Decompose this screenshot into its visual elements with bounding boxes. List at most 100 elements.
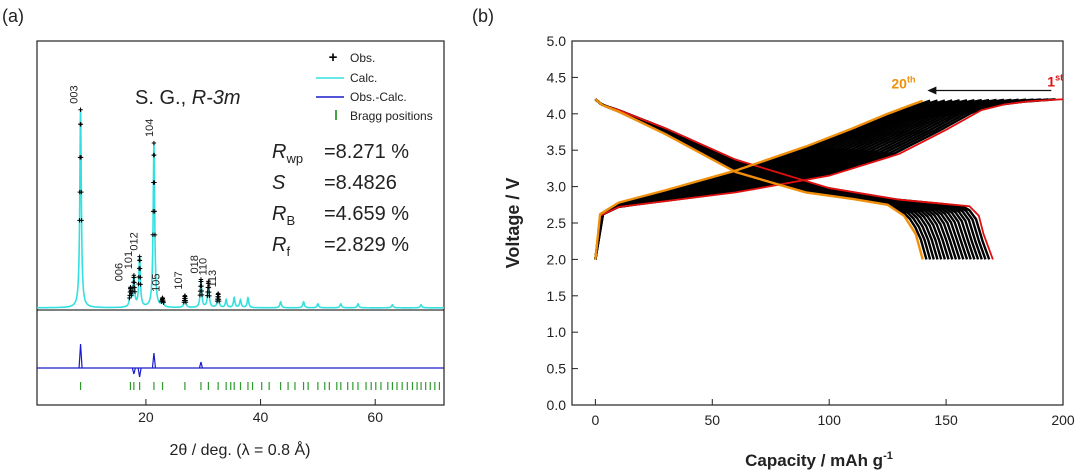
stat-s: S =8.4826 xyxy=(272,172,397,194)
y-tick-label: 5.0 xyxy=(547,33,567,49)
obs-point xyxy=(132,280,137,285)
panel-a-x-ticks: 20 40 60 xyxy=(138,399,383,425)
obs-point xyxy=(132,289,138,294)
cycle-curves xyxy=(594,98,1064,260)
obs-point xyxy=(78,122,84,127)
y-tick-label: 3.5 xyxy=(547,142,567,158)
last-cycle-charge xyxy=(594,99,924,260)
obs-point xyxy=(199,283,204,289)
stat-rb: RB =4.659 % xyxy=(272,203,409,228)
obs-point xyxy=(152,209,157,214)
legend-obs-label: Obs. xyxy=(350,51,375,65)
legend-diff-label: Obs.-Calc. xyxy=(350,90,407,104)
obs-point xyxy=(129,293,134,298)
obs-point xyxy=(206,285,212,290)
y-tick-label: 2.5 xyxy=(547,215,567,231)
x-tick-label: 40 xyxy=(253,409,269,425)
obs-point xyxy=(151,140,157,146)
panel-b-label: (b) xyxy=(472,6,494,26)
cycle-charge-curve xyxy=(594,98,1056,260)
obs-point xyxy=(78,107,83,112)
label-20th: 20th xyxy=(891,75,915,92)
y-tick-label: 4.0 xyxy=(547,106,567,122)
y-tick-label: 4.5 xyxy=(547,69,567,85)
obs-point xyxy=(131,275,137,280)
panel-b-ylabel: Voltage / V xyxy=(503,178,523,269)
obs-point xyxy=(137,266,143,271)
obs-point xyxy=(78,155,84,160)
panel-b-frame xyxy=(571,40,1064,406)
space-group-value: R-3m xyxy=(192,87,241,109)
bragg-ticks xyxy=(79,382,441,390)
cycle-charge-curve xyxy=(594,98,1034,260)
x-tick-label: 20 xyxy=(138,409,154,425)
x-tick-label: 100 xyxy=(818,412,842,428)
legend-bragg-label: Bragg positions xyxy=(350,109,433,123)
hkl-label: 105 xyxy=(151,273,163,291)
obs-point xyxy=(152,180,157,185)
difference-curve xyxy=(37,343,444,378)
cycle-arrowhead xyxy=(927,86,937,95)
hkl-label: 113 xyxy=(207,270,219,288)
obs-point xyxy=(216,298,222,304)
label-1st: 1st xyxy=(1047,73,1063,90)
x-tick-label: 60 xyxy=(367,409,383,425)
obs-point xyxy=(137,258,143,263)
y-tick-label: 0.0 xyxy=(547,397,567,413)
hkl-label: 018 xyxy=(189,255,201,273)
y-tick-label: 3.0 xyxy=(547,179,567,195)
obs-point xyxy=(161,300,166,305)
space-group-prefix: S. G., xyxy=(135,87,186,109)
obs-markers xyxy=(77,107,222,305)
hkl-label: 006 xyxy=(113,263,125,281)
panel-b-xlabel: Capacity / mAh g-1 xyxy=(745,450,893,470)
obs-point xyxy=(151,152,157,158)
hkl-label: 107 xyxy=(173,271,185,289)
hkl-label: 012 xyxy=(129,232,141,250)
x-tick-label: 200 xyxy=(1051,412,1075,428)
y-tick-label: 1.5 xyxy=(547,288,567,304)
hkl-label: 003 xyxy=(69,85,81,103)
panel-a-xlabel: 2θ / deg. (λ = 0.8 Å) xyxy=(170,440,311,459)
intermediate-cycles xyxy=(594,98,1056,260)
y-tick-label: 2.0 xyxy=(547,251,567,267)
obs-point xyxy=(138,275,143,280)
x-tick-label: 0 xyxy=(591,412,599,428)
hkl-label: 101 xyxy=(123,251,135,269)
panel-a-frame xyxy=(36,40,445,406)
obs-point xyxy=(79,218,84,223)
obs-point xyxy=(199,279,204,284)
first-cycle-charge xyxy=(594,98,1064,260)
stat-rwp: Rwp =8.271 % xyxy=(272,141,409,166)
panel-a-legend: + Obs. Calc. Obs.-Calc. Bragg positions xyxy=(316,49,433,123)
stat-rf: Rf =2.829 % xyxy=(272,234,409,259)
panel-a-label: (a) xyxy=(2,6,24,26)
obs-point xyxy=(206,289,212,295)
obs-point xyxy=(137,254,142,259)
legend-obs-marker: + xyxy=(329,49,338,66)
legend-calc-label: Calc. xyxy=(350,71,377,85)
obs-point xyxy=(206,281,211,286)
y-tick-label: 0.5 xyxy=(547,361,567,377)
space-group-label: S. G., R-3m xyxy=(135,87,241,109)
obs-point xyxy=(199,288,204,294)
panel-b-ticks: 0 50 100 150 200 0.0 0.5 1.0 1.5 2.0 2.5 3.0 3.5 4.0 4… xyxy=(547,33,1075,428)
x-tick-label: 150 xyxy=(934,412,958,428)
obs-point xyxy=(199,292,205,298)
obs-point xyxy=(79,189,84,195)
hkl-label: 110 xyxy=(197,258,209,276)
obs-point xyxy=(138,282,143,287)
obs-point xyxy=(152,232,158,238)
x-tick-label: 50 xyxy=(704,412,720,428)
obs-point xyxy=(132,285,137,290)
obs-point xyxy=(207,293,212,299)
last-cycle-discharge xyxy=(594,98,924,260)
y-tick-label: 1.0 xyxy=(547,324,567,340)
refinement-stats: Rwp =8.271 % S =8.4826 RB =4.659 % Rf =2.829… xyxy=(272,141,409,259)
obs-point xyxy=(183,300,189,305)
calc-curve xyxy=(37,109,444,309)
hkl-label: 104 xyxy=(144,119,156,137)
obs-point xyxy=(130,288,136,294)
